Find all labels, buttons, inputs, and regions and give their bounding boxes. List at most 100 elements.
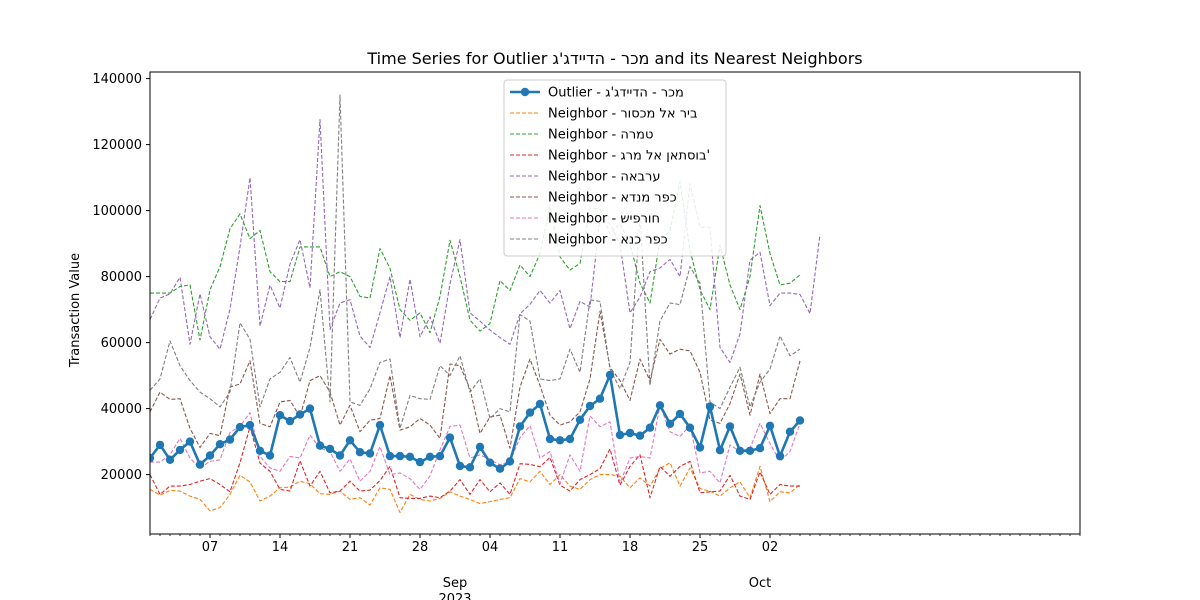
outlier-data-point [165,455,175,464]
x-tick-label: 04 [482,540,499,555]
chart-title: Time Series for Outlier מכר - הדיידג'ג a… [366,49,862,68]
outlier-data-point [445,433,455,442]
outlier-data-point [155,440,165,450]
outlier-data-point [715,446,725,455]
outlier-data-point [225,435,235,444]
neighbor-series-line [150,310,801,449]
x-year-label: 2023 [438,592,471,600]
x-tick-label: 07 [202,540,219,555]
y-tick-label: 120000 [92,138,142,153]
legend-marker [520,87,530,97]
outlier-data-point [515,422,525,431]
x-tick-label: 02 [762,540,779,555]
outlier-data-point [465,463,475,472]
outlier-data-point [285,416,295,426]
outlier-data-point [615,430,625,440]
outlier-data-point [745,446,755,455]
outlier-data-point [335,451,345,460]
outlier-data-point [415,457,425,467]
outlier-data-point [785,427,795,436]
outlier-data-point [525,408,535,417]
outlier-data-point [405,452,415,461]
legend: Outlier - מכר - הדיידג'ג Neighbor - ביר א… [503,79,727,257]
y-tick-label: 100000 [92,204,142,219]
outlier-data-point [195,460,205,469]
outlier-data-point [665,419,675,428]
outlier-data-point [685,423,695,432]
x-month-label: Oct [749,576,771,591]
y-axis-label: Transaction Value [68,253,83,368]
outlier-data-point [345,436,355,445]
x-tick-label: 11 [552,540,569,555]
legend-label: Neighbor - בוסתאן אל מרג' [548,149,710,164]
outlier-data-point [185,437,195,446]
outlier-data-point [425,452,435,461]
outlier-data-point [755,444,765,453]
outlier-data-point [175,445,185,455]
x-month-label: Sep [443,576,468,591]
outlier-data-point [695,443,705,452]
x-tick-label: 21 [342,540,359,555]
outlier-data-point [475,442,485,452]
outlier-data-point [735,446,745,455]
outlier-data-point [435,451,445,461]
x-tick-label: 28 [412,540,429,555]
outlier-data-point [565,434,575,444]
outlier-data-point [315,441,325,450]
outlier-data-point [645,423,655,432]
legend-label: Neighbor - כפר מנדא [548,191,677,206]
neighbor-series-line [150,94,801,429]
outlier-data-point [395,451,405,461]
y-tick-label: 40000 [101,402,142,417]
plot-frame [149,71,1081,535]
outlier-data-point [245,420,255,430]
outlier-data-point [545,434,555,444]
outlier-data-point [355,448,365,457]
outlier-data-point [325,444,335,454]
outlier-data-point [765,421,775,430]
x-axis: 07 14 21 28 04 11 18 25 02 Sep Oct 2023 [149,534,1081,600]
outlier-data-point [385,451,395,461]
y-tick-label: 60000 [101,336,142,351]
legend-label: Outlier - מכר - הדיידג'ג [548,86,684,101]
legend-label: Neighbor - ערבאה [548,170,661,185]
outlier-data-point [275,411,285,420]
legend-box [503,79,727,257]
outlier-data-point [725,422,735,431]
outlier-data-point [655,401,665,410]
outlier-data-point [365,449,375,458]
y-axis: 20000 40000 60000 80000 100000 120000 140000 [92,72,150,483]
outlier-data-point [305,404,315,413]
y-tick-label: 80000 [101,270,142,285]
x-tick-label: 25 [692,540,709,555]
x-tick-label: 18 [622,540,639,555]
neighbor-series-line [150,462,801,514]
y-tick-label: 20000 [101,468,142,483]
outlier-data-point [255,446,265,455]
legend-label: Neighbor - ביר אל מכסור [548,107,697,122]
neighbor-series-line [150,426,800,500]
outlier-data-point [485,458,495,467]
outlier-data-point [535,399,545,409]
legend-label: Neighbor - טמרה [548,128,653,143]
outlier-data-point [265,451,275,460]
outlier-data-point [635,431,645,440]
outlier-data-point [455,461,465,471]
outlier-data-point [795,416,805,425]
outlier-data-point [555,436,565,445]
y-tick-label: 140000 [92,72,142,87]
outlier-data-point [375,420,385,430]
outlier-data-point [625,428,635,438]
outlier-data-point [705,402,715,411]
legend-label: Neighbor - כפר כנא [548,233,668,248]
outlier-data-point [585,401,595,411]
neighbor-series-line [150,181,801,341]
outlier-data-point [595,394,605,403]
outlier-data-point [215,440,225,449]
outlier-data-point [675,409,685,419]
outlier-data-point [295,410,305,419]
outlier-data-point [235,422,245,432]
outlier-data-point [775,451,785,461]
outlier-data-point [605,370,615,380]
